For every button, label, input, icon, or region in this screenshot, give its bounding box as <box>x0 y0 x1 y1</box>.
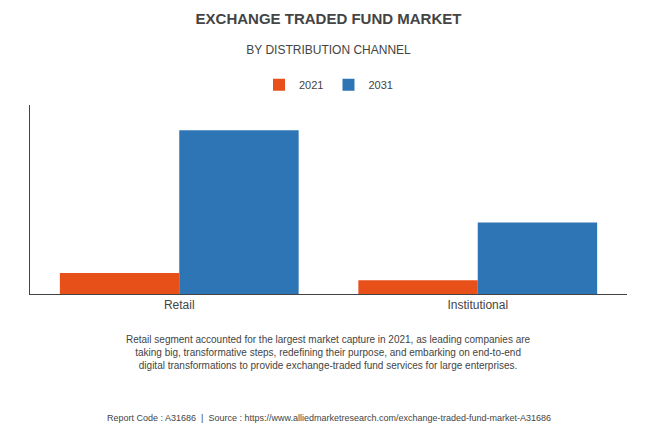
svg-text:Retail segment accounted for t: Retail segment accounted for the largest… <box>126 334 531 371</box>
svg-text:2021: 2021 <box>299 79 323 91</box>
svg-text:Report Code : A31686 | Sourc: Report Code : A31686 | Source : https://… <box>107 413 551 423</box>
svg-text:Retail: Retail <box>164 298 195 312</box>
svg-text:EXCHANGE TRADED FUND MARKET: EXCHANGE TRADED FUND MARKET <box>196 10 462 27</box>
svg-text:Institutional: Institutional <box>447 298 508 312</box>
svg-text:BY DISTRIBUTION CHANNEL: BY DISTRIBUTION CHANNEL <box>246 43 411 57</box>
svg-text:2031: 2031 <box>368 79 392 91</box>
